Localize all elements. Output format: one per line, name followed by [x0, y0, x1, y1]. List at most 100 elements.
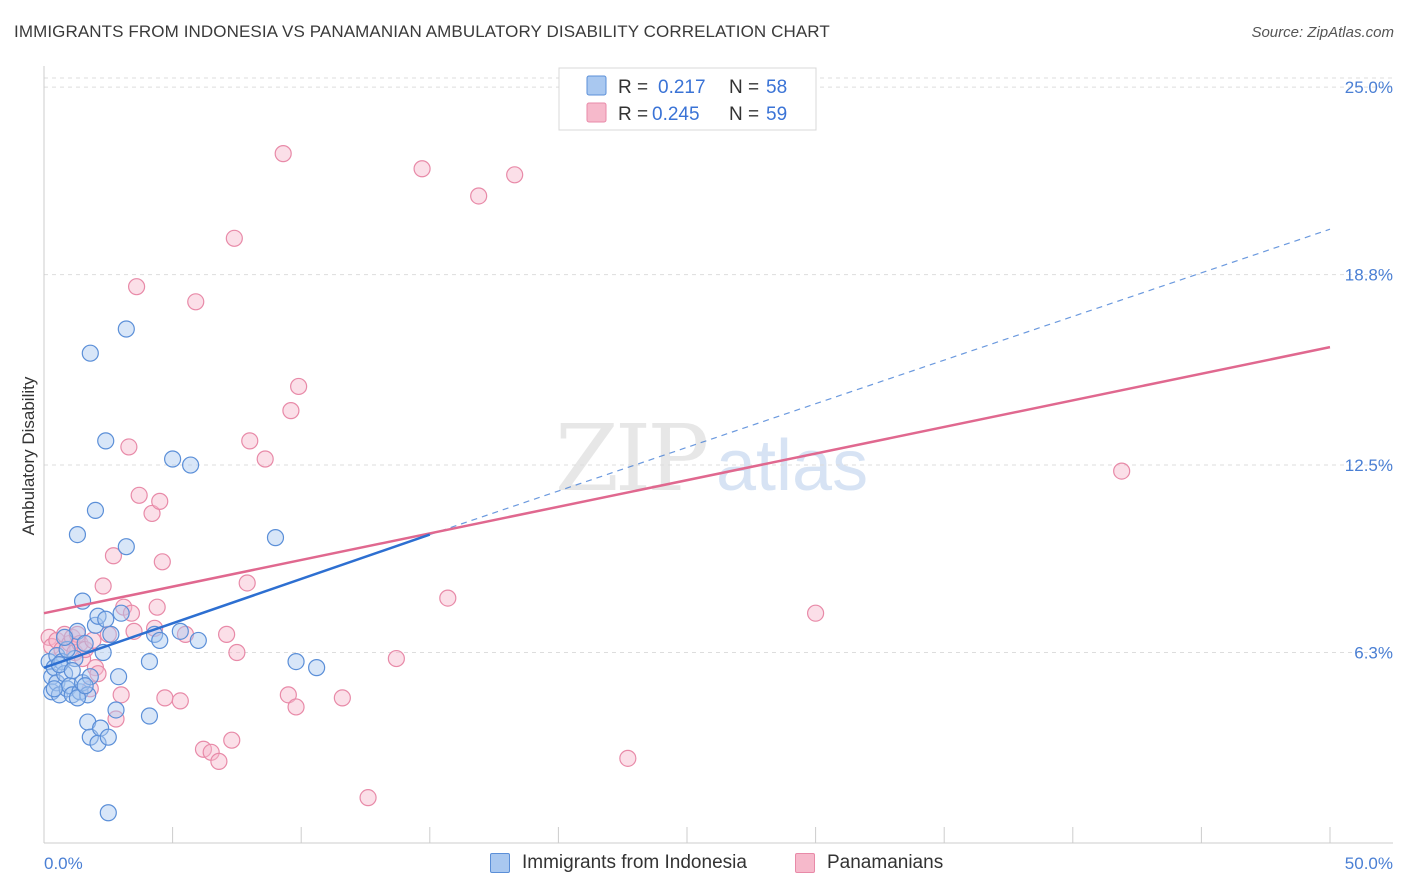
legend-label-panamanians: Panamanians	[827, 852, 944, 873]
y-tick-label: 6.3%	[1354, 644, 1393, 663]
data-point	[359, 789, 377, 807]
data-point	[97, 610, 115, 628]
data-point	[223, 731, 241, 749]
data-point	[117, 538, 135, 556]
data-point	[171, 622, 189, 640]
data-point	[187, 293, 205, 311]
legend-swatch-pink	[586, 102, 607, 123]
data-point	[68, 689, 87, 707]
source-label: Source: ZipAtlas.com	[1251, 24, 1394, 41]
legend-r-label: R =	[618, 77, 648, 98]
chart-title: IMMIGRANTS FROM INDONESIA VS PANAMANIAN …	[14, 22, 830, 41]
trend-line-panamanians	[43, 345, 1331, 615]
data-point	[97, 432, 115, 450]
data-point	[256, 450, 274, 468]
data-point	[1113, 462, 1131, 480]
data-point	[153, 553, 171, 571]
watermark: ZIP atlas	[555, 405, 868, 512]
data-point	[290, 377, 308, 396]
data-point	[120, 438, 138, 456]
data-point	[143, 504, 161, 523]
data-point	[99, 728, 117, 746]
data-point	[308, 659, 326, 677]
data-point	[506, 166, 524, 184]
data-point	[94, 577, 112, 595]
data-point	[171, 692, 189, 710]
data-point	[182, 456, 200, 474]
data-point	[86, 501, 105, 520]
y-tick-label: 18.8%	[1345, 266, 1393, 285]
legend-label-indonesia: Immigrants from Indonesia	[522, 852, 747, 873]
data-point	[238, 574, 256, 592]
grid	[44, 77, 1393, 654]
legend-swatch-panamanians	[795, 853, 815, 873]
data-point	[470, 187, 488, 205]
watermark-zip: ZIP	[555, 405, 706, 512]
data-point	[218, 625, 236, 643]
bottom-legend: Immigrants from Indonesia Panamanians	[0, 852, 1406, 878]
data-point	[76, 677, 94, 695]
data-point	[99, 804, 117, 822]
legend-r-value: 0.217	[658, 77, 706, 98]
legend-r-label: R =	[618, 104, 648, 125]
data-point	[102, 625, 120, 643]
trend-line-indonesia	[43, 533, 431, 669]
data-point	[156, 689, 174, 707]
y-tick-label: 12.5%	[1345, 456, 1393, 475]
data-point	[413, 160, 431, 178]
data-point	[127, 278, 146, 296]
data-point	[112, 686, 130, 704]
trend-line-indonesia-extrapolated	[429, 228, 1331, 536]
data-point	[148, 598, 166, 616]
data-point	[104, 547, 123, 565]
data-point	[333, 689, 351, 707]
data-point	[189, 631, 207, 650]
y-tick-label: 25.0%	[1345, 78, 1393, 97]
data-point	[107, 701, 125, 719]
x-tick-label-min: 0.0%	[44, 854, 83, 873]
legend-n-value: 59	[766, 104, 787, 125]
data-point	[63, 662, 81, 680]
legend-n-label: N =	[729, 77, 759, 98]
data-point	[287, 652, 305, 671]
axes	[43, 66, 1393, 844]
legend-item-panamanians[interactable]: Panamanians	[795, 852, 943, 874]
stats-legend: R = 0.217 N = 58 R = 0.245 N = 59	[558, 67, 817, 131]
data-point	[140, 707, 159, 725]
data-point	[282, 402, 300, 420]
y-axis-title: Ambulatory Disability	[19, 376, 38, 535]
x-tick-label-max: 50.0%	[1345, 854, 1393, 873]
legend-n-label: N =	[729, 104, 759, 125]
data-point	[266, 529, 285, 547]
data-point	[287, 698, 305, 716]
data-point	[130, 486, 148, 504]
legend-item-indonesia[interactable]: Immigrants from Indonesia	[490, 852, 747, 874]
data-point	[81, 668, 99, 686]
y-tick-labels: 6.3% 12.5% 18.8% 25.0%	[1345, 78, 1393, 662]
data-point	[55, 628, 74, 647]
data-point	[112, 604, 130, 622]
data-point	[68, 525, 87, 544]
data-point	[107, 710, 125, 728]
data-point	[164, 450, 182, 468]
data-point	[439, 589, 457, 607]
data-point	[279, 686, 297, 704]
legend-r-value: 0.245	[652, 104, 700, 125]
data-point	[241, 432, 259, 450]
data-point	[151, 492, 169, 510]
legend-swatch-indonesia	[490, 853, 510, 873]
series-indonesia	[40, 320, 326, 822]
data-point	[109, 668, 128, 686]
data-point	[806, 604, 825, 622]
data-point	[45, 680, 63, 698]
trend-lines	[43, 228, 1331, 669]
data-point	[228, 643, 246, 662]
legend-swatch-blue	[586, 75, 607, 96]
data-point	[274, 145, 292, 163]
data-point	[76, 634, 94, 653]
data-point	[225, 229, 243, 247]
legend-n-value: 58	[766, 77, 787, 98]
data-point	[151, 631, 169, 650]
data-point	[117, 320, 135, 338]
